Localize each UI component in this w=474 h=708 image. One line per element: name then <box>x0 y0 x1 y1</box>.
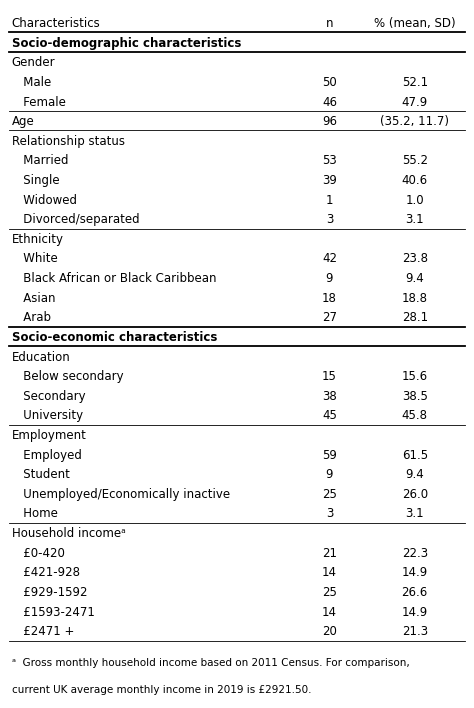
Text: 38: 38 <box>322 390 337 403</box>
Text: 9: 9 <box>326 468 333 481</box>
Text: Black African or Black Caribbean: Black African or Black Caribbean <box>12 272 216 285</box>
Text: 50: 50 <box>322 76 337 89</box>
Text: £421-928: £421-928 <box>12 566 80 579</box>
Text: Widowed: Widowed <box>12 193 77 207</box>
Text: 53: 53 <box>322 154 337 167</box>
Text: Female: Female <box>12 96 66 108</box>
Text: 59: 59 <box>322 449 337 462</box>
Text: 18: 18 <box>322 292 337 304</box>
Text: £929-1592: £929-1592 <box>12 586 87 599</box>
Text: n: n <box>326 17 333 30</box>
Text: 9.4: 9.4 <box>405 272 424 285</box>
Text: 46: 46 <box>322 96 337 108</box>
Text: 9: 9 <box>326 272 333 285</box>
Text: 23.8: 23.8 <box>402 253 428 266</box>
Text: Characteristics: Characteristics <box>12 17 100 30</box>
Text: £1593-2471: £1593-2471 <box>12 605 95 619</box>
Text: Relationship status: Relationship status <box>12 135 125 148</box>
Text: (35.2, 11.7): (35.2, 11.7) <box>380 115 449 128</box>
Text: 26.6: 26.6 <box>401 586 428 599</box>
Text: Household incomeᵃ: Household incomeᵃ <box>12 527 126 540</box>
Text: 45.8: 45.8 <box>402 409 428 423</box>
Text: 1: 1 <box>326 193 333 207</box>
Text: current UK average monthly income in 2019 is £2921.50.: current UK average monthly income in 201… <box>12 685 311 695</box>
Text: Divorced/separated: Divorced/separated <box>12 213 139 227</box>
Text: Single: Single <box>12 174 59 187</box>
Text: 3.1: 3.1 <box>405 508 424 520</box>
Text: White: White <box>12 253 58 266</box>
Text: 42: 42 <box>322 253 337 266</box>
Text: Education: Education <box>12 350 71 363</box>
Text: Age: Age <box>12 115 35 128</box>
Text: £0-420: £0-420 <box>12 547 65 560</box>
Text: 25: 25 <box>322 586 337 599</box>
Text: 27: 27 <box>322 312 337 324</box>
Text: £2471 +: £2471 + <box>12 625 74 638</box>
Text: ᵃ  Gross monthly household income based on 2011 Census. For comparison,: ᵃ Gross monthly household income based o… <box>12 658 410 668</box>
Text: 1.0: 1.0 <box>405 193 424 207</box>
Text: 26.0: 26.0 <box>401 488 428 501</box>
Text: Secondary: Secondary <box>12 390 85 403</box>
Text: 14: 14 <box>322 605 337 619</box>
Text: 25: 25 <box>322 488 337 501</box>
Text: Home: Home <box>12 508 58 520</box>
Text: Student: Student <box>12 468 70 481</box>
Text: Employment: Employment <box>12 429 87 442</box>
Text: 52.1: 52.1 <box>401 76 428 89</box>
Text: Socio-demographic characteristics: Socio-demographic characteristics <box>12 37 241 50</box>
Text: 14: 14 <box>322 566 337 579</box>
Text: University: University <box>12 409 83 423</box>
Text: 38.5: 38.5 <box>402 390 428 403</box>
Text: 20: 20 <box>322 625 337 638</box>
Text: 28.1: 28.1 <box>401 312 428 324</box>
Text: 21: 21 <box>322 547 337 560</box>
Text: 22.3: 22.3 <box>401 547 428 560</box>
Text: Below secondary: Below secondary <box>12 370 123 383</box>
Text: Male: Male <box>12 76 51 89</box>
Text: Gender: Gender <box>12 56 55 69</box>
Text: Employed: Employed <box>12 449 82 462</box>
Text: Arab: Arab <box>12 312 51 324</box>
Text: 14.9: 14.9 <box>401 605 428 619</box>
Text: 61.5: 61.5 <box>401 449 428 462</box>
Text: % (mean, SD): % (mean, SD) <box>374 17 456 30</box>
Text: Socio-economic characteristics: Socio-economic characteristics <box>12 331 217 344</box>
Text: 96: 96 <box>322 115 337 128</box>
Text: 14.9: 14.9 <box>401 566 428 579</box>
Text: 45: 45 <box>322 409 337 423</box>
Text: 3: 3 <box>326 508 333 520</box>
Text: Married: Married <box>12 154 68 167</box>
Text: Asian: Asian <box>12 292 55 304</box>
Text: 39: 39 <box>322 174 337 187</box>
Text: 18.8: 18.8 <box>402 292 428 304</box>
Text: 21.3: 21.3 <box>401 625 428 638</box>
Text: 15.6: 15.6 <box>401 370 428 383</box>
Text: 9.4: 9.4 <box>405 468 424 481</box>
Text: 15: 15 <box>322 370 337 383</box>
Text: 47.9: 47.9 <box>401 96 428 108</box>
Text: 40.6: 40.6 <box>401 174 428 187</box>
Text: Unemployed/Economically inactive: Unemployed/Economically inactive <box>12 488 230 501</box>
Text: 3.1: 3.1 <box>405 213 424 227</box>
Text: 3: 3 <box>326 213 333 227</box>
Text: Ethnicity: Ethnicity <box>12 233 64 246</box>
Text: 55.2: 55.2 <box>402 154 428 167</box>
